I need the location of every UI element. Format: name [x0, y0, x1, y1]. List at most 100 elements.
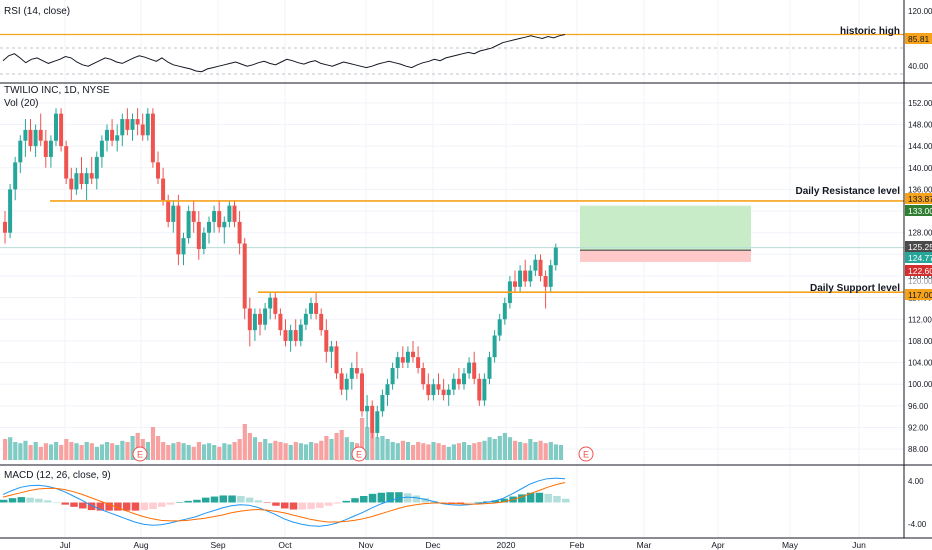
earnings-marker-1[interactable]: E [132, 446, 148, 462]
volume-bar [303, 444, 309, 460]
time-tick-label: May [782, 540, 799, 550]
volume-bar [375, 437, 380, 460]
candle-body [125, 119, 130, 130]
candle-body [263, 308, 268, 325]
volume-bar [344, 437, 349, 460]
macd-hist-bar [447, 502, 456, 504]
volume-bar [54, 442, 59, 460]
macd-hist-bar [245, 497, 254, 503]
candle-body [390, 368, 395, 385]
volume-bar [283, 443, 288, 460]
macd-hist-bar [500, 498, 509, 503]
volume-bars [3, 418, 564, 460]
time-tick-label: Dec [425, 540, 441, 550]
volume-bar [28, 445, 33, 460]
volume-bar [421, 443, 426, 460]
candle-body [502, 303, 507, 320]
volume-bar [237, 439, 242, 460]
candle-body [472, 362, 477, 379]
volume-bar [94, 446, 99, 460]
volume-bar [8, 437, 13, 460]
candle-body [405, 351, 410, 363]
macd-hist-bar [535, 492, 544, 503]
macd-hist-bar [281, 502, 289, 509]
volume-bar [18, 443, 23, 460]
earnings-letter: E [583, 450, 589, 460]
macd-hist-bar [342, 500, 350, 503]
candle-body [451, 378, 456, 390]
candle-body [217, 211, 222, 228]
price-tick-label: 104.00 [908, 359, 932, 368]
candle-body [8, 189, 13, 233]
earnings-marker-3[interactable]: E [578, 446, 594, 462]
candle-body [446, 389, 451, 396]
candle-body [375, 411, 380, 433]
volume-bar [528, 439, 533, 460]
candle-body [334, 346, 339, 374]
volume-bar [548, 442, 553, 460]
macd-panel: MACD (12, 26, close, 9) 4.00 -4.00 [0, 470, 927, 529]
macd-hist-bar [368, 493, 377, 503]
candle-body [400, 357, 405, 363]
macd-tick-label: 4.00 [908, 477, 924, 486]
candle-body [145, 113, 150, 136]
candle-body [69, 178, 74, 190]
candle-body [74, 173, 79, 190]
candle-body [523, 270, 528, 282]
support-badge-bg [905, 289, 932, 300]
resistance-label: Daily Resistance level [795, 186, 900, 197]
volume-bar [451, 444, 456, 460]
volume-bar [69, 442, 74, 460]
volume-bar [314, 443, 319, 460]
macd-hist-bar [263, 502, 271, 504]
candle-body [237, 221, 242, 244]
volume-bar [252, 437, 258, 460]
candle-body [232, 205, 237, 222]
volume-bar [365, 427, 370, 460]
macd-hist-bar [122, 502, 131, 511]
macd-hist-bar [351, 498, 359, 503]
macd-hist-bar [0, 499, 8, 503]
macd-hist-bar [87, 502, 96, 511]
candle-body [33, 129, 38, 147]
candle-body [513, 281, 517, 287]
earnings-letter: E [137, 450, 143, 460]
candle-body [533, 259, 538, 271]
volume-bar [309, 442, 314, 460]
volume-bar [201, 444, 207, 460]
candle-body [421, 368, 426, 385]
candle-body [64, 146, 69, 179]
volume-bar [38, 446, 43, 460]
macd-hist-bar [61, 502, 69, 505]
candle-body [492, 335, 497, 358]
macd-hist-bar [254, 500, 263, 503]
candle-body [462, 373, 466, 385]
macd-hist-bar [526, 492, 535, 503]
macd-hist-bar [70, 502, 78, 507]
volume-bar [507, 437, 513, 460]
rsi-level-badge: 85.81 [908, 34, 930, 44]
candle-body [227, 205, 232, 222]
volume-bar [405, 442, 411, 460]
candle-body [84, 173, 89, 184]
candle-body [411, 351, 415, 358]
volume-bar [492, 439, 497, 460]
macd-hist-bar [333, 502, 342, 504]
time-tick-label: Apr [711, 540, 724, 550]
earnings-marker-2[interactable]: E [351, 446, 367, 462]
last-price-badge: 125.25 [908, 242, 932, 252]
volume-bar [227, 444, 232, 460]
volume-bar [48, 444, 54, 460]
volume-bar [543, 443, 548, 460]
candle-body [105, 129, 109, 141]
resistance-badge-bg [905, 193, 932, 204]
target-badge-bg [905, 205, 932, 216]
candle-body [43, 140, 48, 157]
volume-bar [477, 442, 482, 460]
volume-bar [13, 442, 18, 460]
macd-histogram [0, 492, 570, 511]
candle-body [360, 373, 364, 412]
candle-body [380, 395, 385, 412]
volume-bar [298, 443, 303, 460]
